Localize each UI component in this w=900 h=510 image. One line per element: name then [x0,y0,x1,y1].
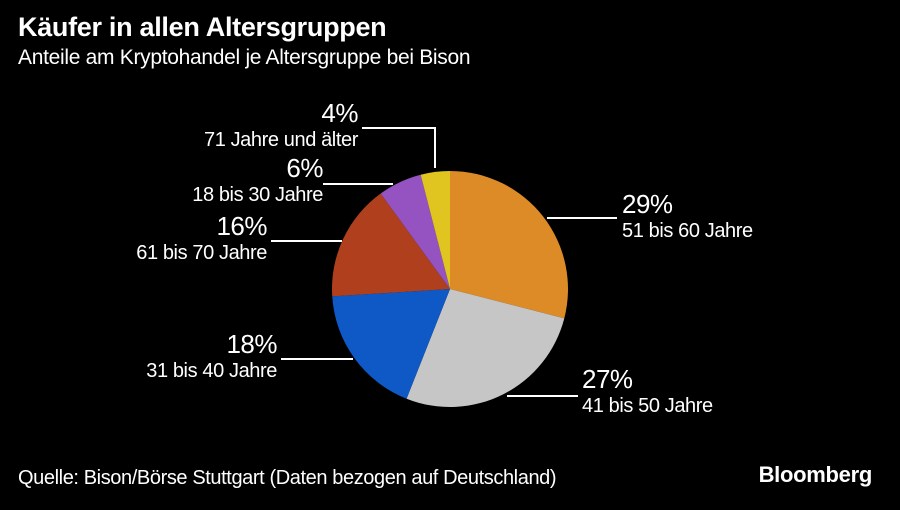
pie-callout-51-60-jahre: 29% 51 bis 60 Jahre [622,191,753,242]
callout-percent: 27% [582,364,633,394]
leader-line-5 [362,127,436,168]
callout-percent: 18% [226,329,277,359]
pie-slice-61-bis-70-jahre [331,193,450,297]
callout-label: 18 bis 30 Jahre [192,184,323,206]
pie-callout-41-50-jahre: 27% 41 bis 50 Jahre [582,366,713,417]
callout-percent: 6% [286,153,323,183]
pie-slice-31-bis-40-jahre [332,289,450,399]
pie-callout-31-40-jahre: 18% 31 bis 40 Jahre [146,331,277,382]
pie-slice-71-jahre-und-lter [420,171,450,289]
pie-slices [331,171,568,407]
source-credit: Quelle: Bison/Börse Stuttgart (Daten bez… [18,467,557,489]
callout-label: 31 bis 40 Jahre [146,360,277,382]
callout-percent: 16% [216,211,267,241]
chart-title: Käufer in allen Altersgruppen [18,12,387,42]
pie-callout-18-30-jahre: 6% 18 bis 30 Jahre [192,155,323,206]
pie-slice-18-bis-30-jahre [380,174,450,289]
chart-header: Käufer in allen Altersgruppen Anteile am… [18,12,471,70]
pie-callout-61-70-jahre: 16% 61 bis 70 Jahre [136,213,267,264]
callout-percent: 4% [321,98,358,128]
callout-label: 61 bis 70 Jahre [136,242,267,264]
pie-slice-41-bis-50-jahre [406,289,565,407]
pie-slice-51-bis-60-jahre [450,171,568,319]
callout-percent: 29% [622,189,673,219]
callout-label: 51 bis 60 Jahre [622,220,753,242]
chart-subtitle: Anteile am Kryptohandel je Altersgruppe … [18,46,471,69]
callout-label: 71 Jahre und älter [203,129,358,151]
bloomberg-logo: Bloomberg [758,462,873,487]
callout-label: 41 bis 50 Jahre [582,395,713,417]
leader-lines [271,127,617,397]
pie-callout-71-und-aelter: 4% 71 Jahre und älter [203,98,359,151]
